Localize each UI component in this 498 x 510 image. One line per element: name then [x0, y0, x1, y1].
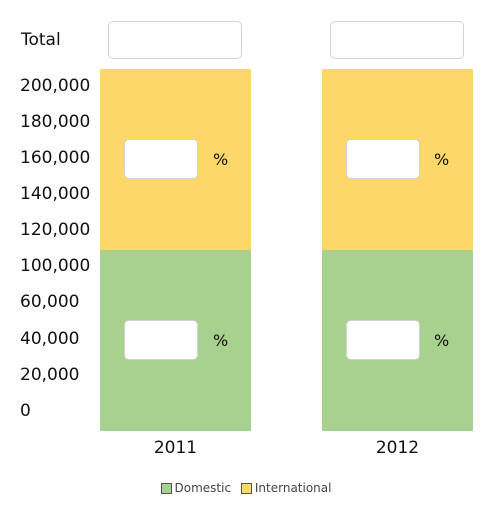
y-tick-label: 140,000: [20, 184, 91, 204]
y-tick-label: 0: [20, 401, 31, 421]
percent-sign: %: [213, 331, 229, 350]
y-tick-label: 120,000: [20, 220, 91, 240]
bar-2012: [322, 69, 473, 431]
legend: Domestic International: [0, 481, 498, 497]
x-tick-label-2012: 2012: [375, 438, 420, 458]
domestic-percent-input-2011[interactable]: [124, 320, 198, 360]
bar-2011: [100, 69, 251, 431]
legend-label-international: International: [254, 481, 332, 495]
y-tick-label: 160,000: [20, 148, 91, 168]
percent-sign: %: [434, 150, 450, 169]
percent-sign: %: [434, 331, 450, 350]
y-tick-label: 200,000: [20, 76, 91, 96]
percent-sign: %: [213, 150, 229, 169]
y-tick-label: 60,000: [20, 292, 80, 312]
international-percent-input-2011[interactable]: [124, 139, 198, 179]
legend-swatch-domestic: [160, 482, 172, 494]
legend-swatch-international: [240, 482, 252, 494]
legend-label-domestic: Domestic: [174, 481, 232, 495]
total-label: Total: [21, 30, 61, 50]
y-tick-label: 20,000: [20, 365, 80, 385]
legend-item-domestic: Domestic: [160, 481, 232, 495]
y-tick-label: 40,000: [20, 329, 80, 349]
total-input-2012[interactable]: [330, 21, 464, 59]
y-tick-label: 180,000: [20, 112, 91, 132]
total-input-2011[interactable]: [108, 21, 242, 59]
y-tick-label: 100,000: [20, 256, 91, 276]
international-percent-input-2012[interactable]: [346, 139, 420, 179]
domestic-percent-input-2012[interactable]: [346, 320, 420, 360]
x-tick-label-2011: 2011: [153, 438, 198, 458]
legend-item-international: International: [240, 481, 332, 495]
